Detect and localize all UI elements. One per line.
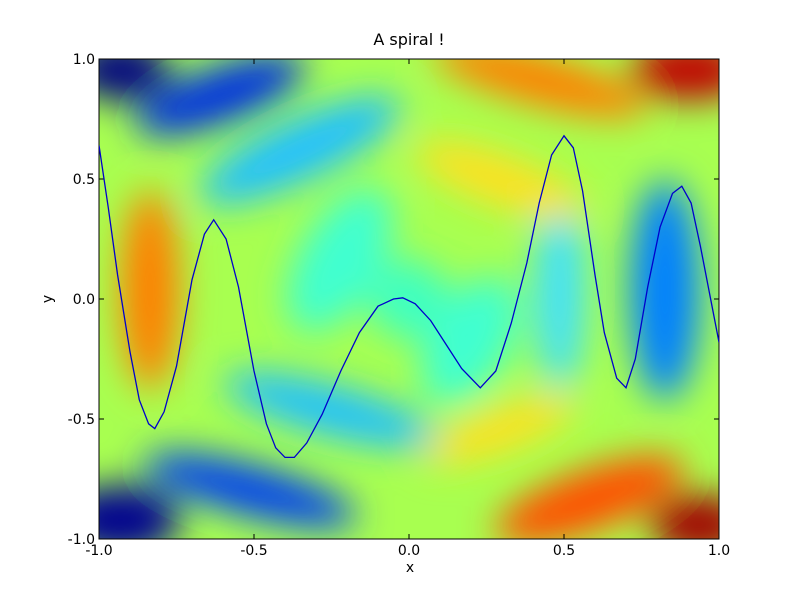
y-tick-label: -0.5 [68,412,95,428]
y-axis-label: y [40,295,56,303]
y-tick-label: 0.0 [73,292,95,308]
x-tick-label: -1.0 [85,543,112,559]
y-tick-label: 0.5 [73,172,95,188]
chart-title: A spiral ! [373,30,444,49]
heatmap [99,59,719,539]
y-tick-label: 1.0 [73,52,95,68]
line-series [99,134,719,459]
y-tick-label: -1.0 [68,532,95,548]
x-tick-label: 0.0 [398,543,420,559]
x-axis-label: x [406,560,414,576]
x-tick-label: 0.5 [553,543,575,559]
x-tick-label: -0.5 [240,543,267,559]
x-tick-label: 1.0 [708,543,730,559]
